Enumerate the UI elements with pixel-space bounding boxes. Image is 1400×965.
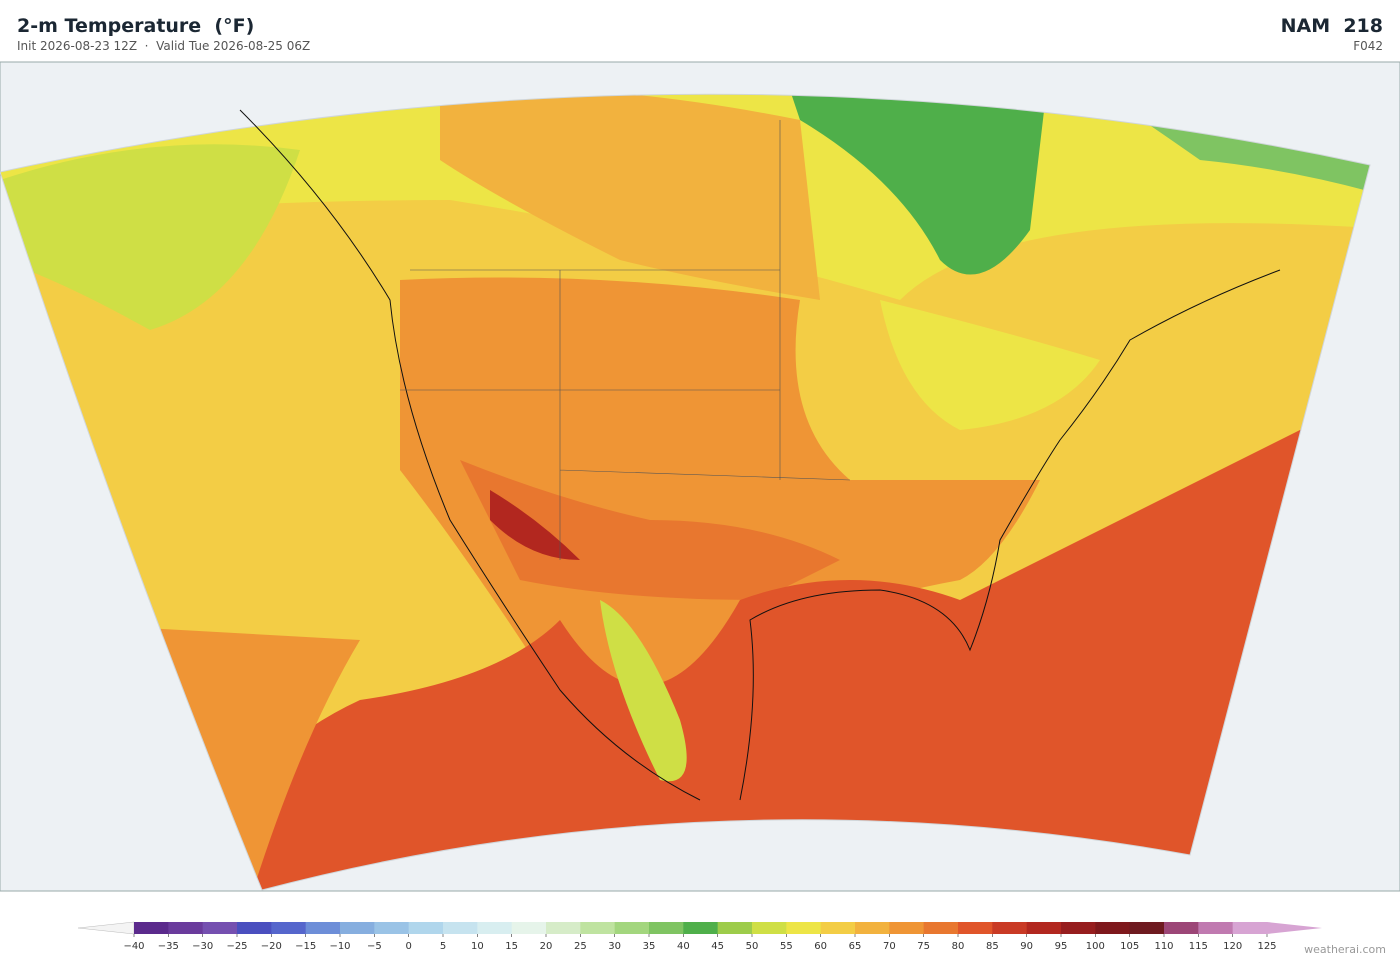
colorbar-tick-label: 105 — [1120, 941, 1139, 952]
colorbar-tick-label: 75 — [917, 941, 930, 952]
colorbar-tick-label: −25 — [226, 941, 247, 952]
colorbar-tick-label: 10 — [471, 941, 484, 952]
colorbar-tick-label: 90 — [1020, 941, 1033, 952]
colorbar-tick-label: 125 — [1257, 941, 1276, 952]
colorbar-segment — [1129, 922, 1165, 934]
colorbar-tick-label: −15 — [295, 941, 316, 952]
colorbar-tick-label: 60 — [814, 941, 827, 952]
colorbar-segment — [958, 922, 993, 934]
colorbar-tick-label: −40 — [123, 941, 144, 952]
colorbar-segment — [855, 922, 890, 934]
colorbar-tick-label: −20 — [261, 941, 282, 952]
colorbar-segment — [340, 922, 375, 934]
colorbar-segment — [271, 922, 307, 934]
colorbar-tick-label: 120 — [1223, 941, 1242, 952]
colorbar-segment — [168, 922, 204, 934]
colorbar-segment — [408, 922, 444, 934]
title: 2-m Temperature (°F) — [17, 15, 255, 37]
colorbar-segment — [237, 922, 272, 934]
colorbar-segment — [1026, 922, 1062, 934]
colorbar-segment — [1164, 922, 1199, 934]
colorbar-segment — [546, 922, 581, 934]
colorbar-segment — [1232, 922, 1268, 934]
colorbar-tick-label: 0 — [405, 941, 411, 952]
colorbar-segment — [134, 922, 169, 934]
forecast-hour: F042 — [1353, 39, 1383, 53]
colorbar-segment — [477, 922, 513, 934]
colorbar-tick-label: 110 — [1154, 941, 1173, 952]
colorbar-tick-label: −10 — [329, 941, 350, 952]
colorbar-tick-label: 35 — [643, 941, 656, 952]
credit: weatherai.com — [1304, 943, 1386, 956]
colorbar-segment — [374, 922, 410, 934]
colorbar-extend-high — [1267, 922, 1322, 934]
colorbar-segment — [820, 922, 856, 934]
colorbar-tick-label: 15 — [505, 941, 518, 952]
colorbar-segment — [1198, 922, 1234, 934]
colorbar-tick-label: 65 — [849, 941, 862, 952]
colorbar-segment — [683, 922, 719, 934]
colorbar-segment — [649, 922, 684, 934]
domain-outline — [0, 93, 1371, 891]
colorbar-tick-label: 5 — [440, 941, 446, 952]
borders — [400, 120, 851, 560]
colorbar-segment — [923, 922, 959, 934]
colorbar-segment — [992, 922, 1028, 934]
colorbar-extend-low — [77, 921, 135, 935]
colorbar-segment — [511, 922, 547, 934]
colorbar-segment — [889, 922, 925, 934]
colorbar-segment — [752, 922, 787, 934]
colorbar-segment — [786, 922, 822, 934]
colorbar-tick-label: 70 — [883, 941, 896, 952]
colorbar-segment — [1061, 922, 1096, 934]
colorbar-segment — [580, 922, 616, 934]
colorbar-tick-label: 85 — [986, 941, 999, 952]
colorbar-segment — [1095, 922, 1131, 934]
model: NAM 218 — [1280, 15, 1383, 37]
colorbar-tick-label: 100 — [1086, 941, 1105, 952]
colorbar-tick-label: 45 — [711, 941, 724, 952]
colorbar-tick-label: 25 — [574, 941, 587, 952]
colorbar-tick-label: −30 — [192, 941, 213, 952]
colorbar-tick-label: 50 — [746, 941, 759, 952]
subtitle: Init 2026-08-23 12Z · Valid Tue 2026-08-… — [17, 39, 311, 53]
coastline — [239, 109, 1281, 801]
colorbar-tick-label: −5 — [367, 941, 382, 952]
colorbar-tick-label: 30 — [608, 941, 621, 952]
colorbar-segment — [443, 922, 478, 934]
colorbar-tick-label: 55 — [780, 941, 793, 952]
colorbar-segment — [717, 922, 753, 934]
colorbar-tick-label: 115 — [1189, 941, 1208, 952]
colorbar-segment — [305, 922, 341, 934]
colorbar-tick-label: 40 — [677, 941, 690, 952]
colorbar-tick-label: 80 — [952, 941, 965, 952]
colorbar-tick-label: 20 — [540, 941, 553, 952]
colorbar-segment — [614, 922, 650, 934]
colorbar-segment — [202, 922, 238, 934]
colorbar-tick-label: −35 — [158, 941, 179, 952]
colorbar-tick-label: 95 — [1055, 941, 1068, 952]
